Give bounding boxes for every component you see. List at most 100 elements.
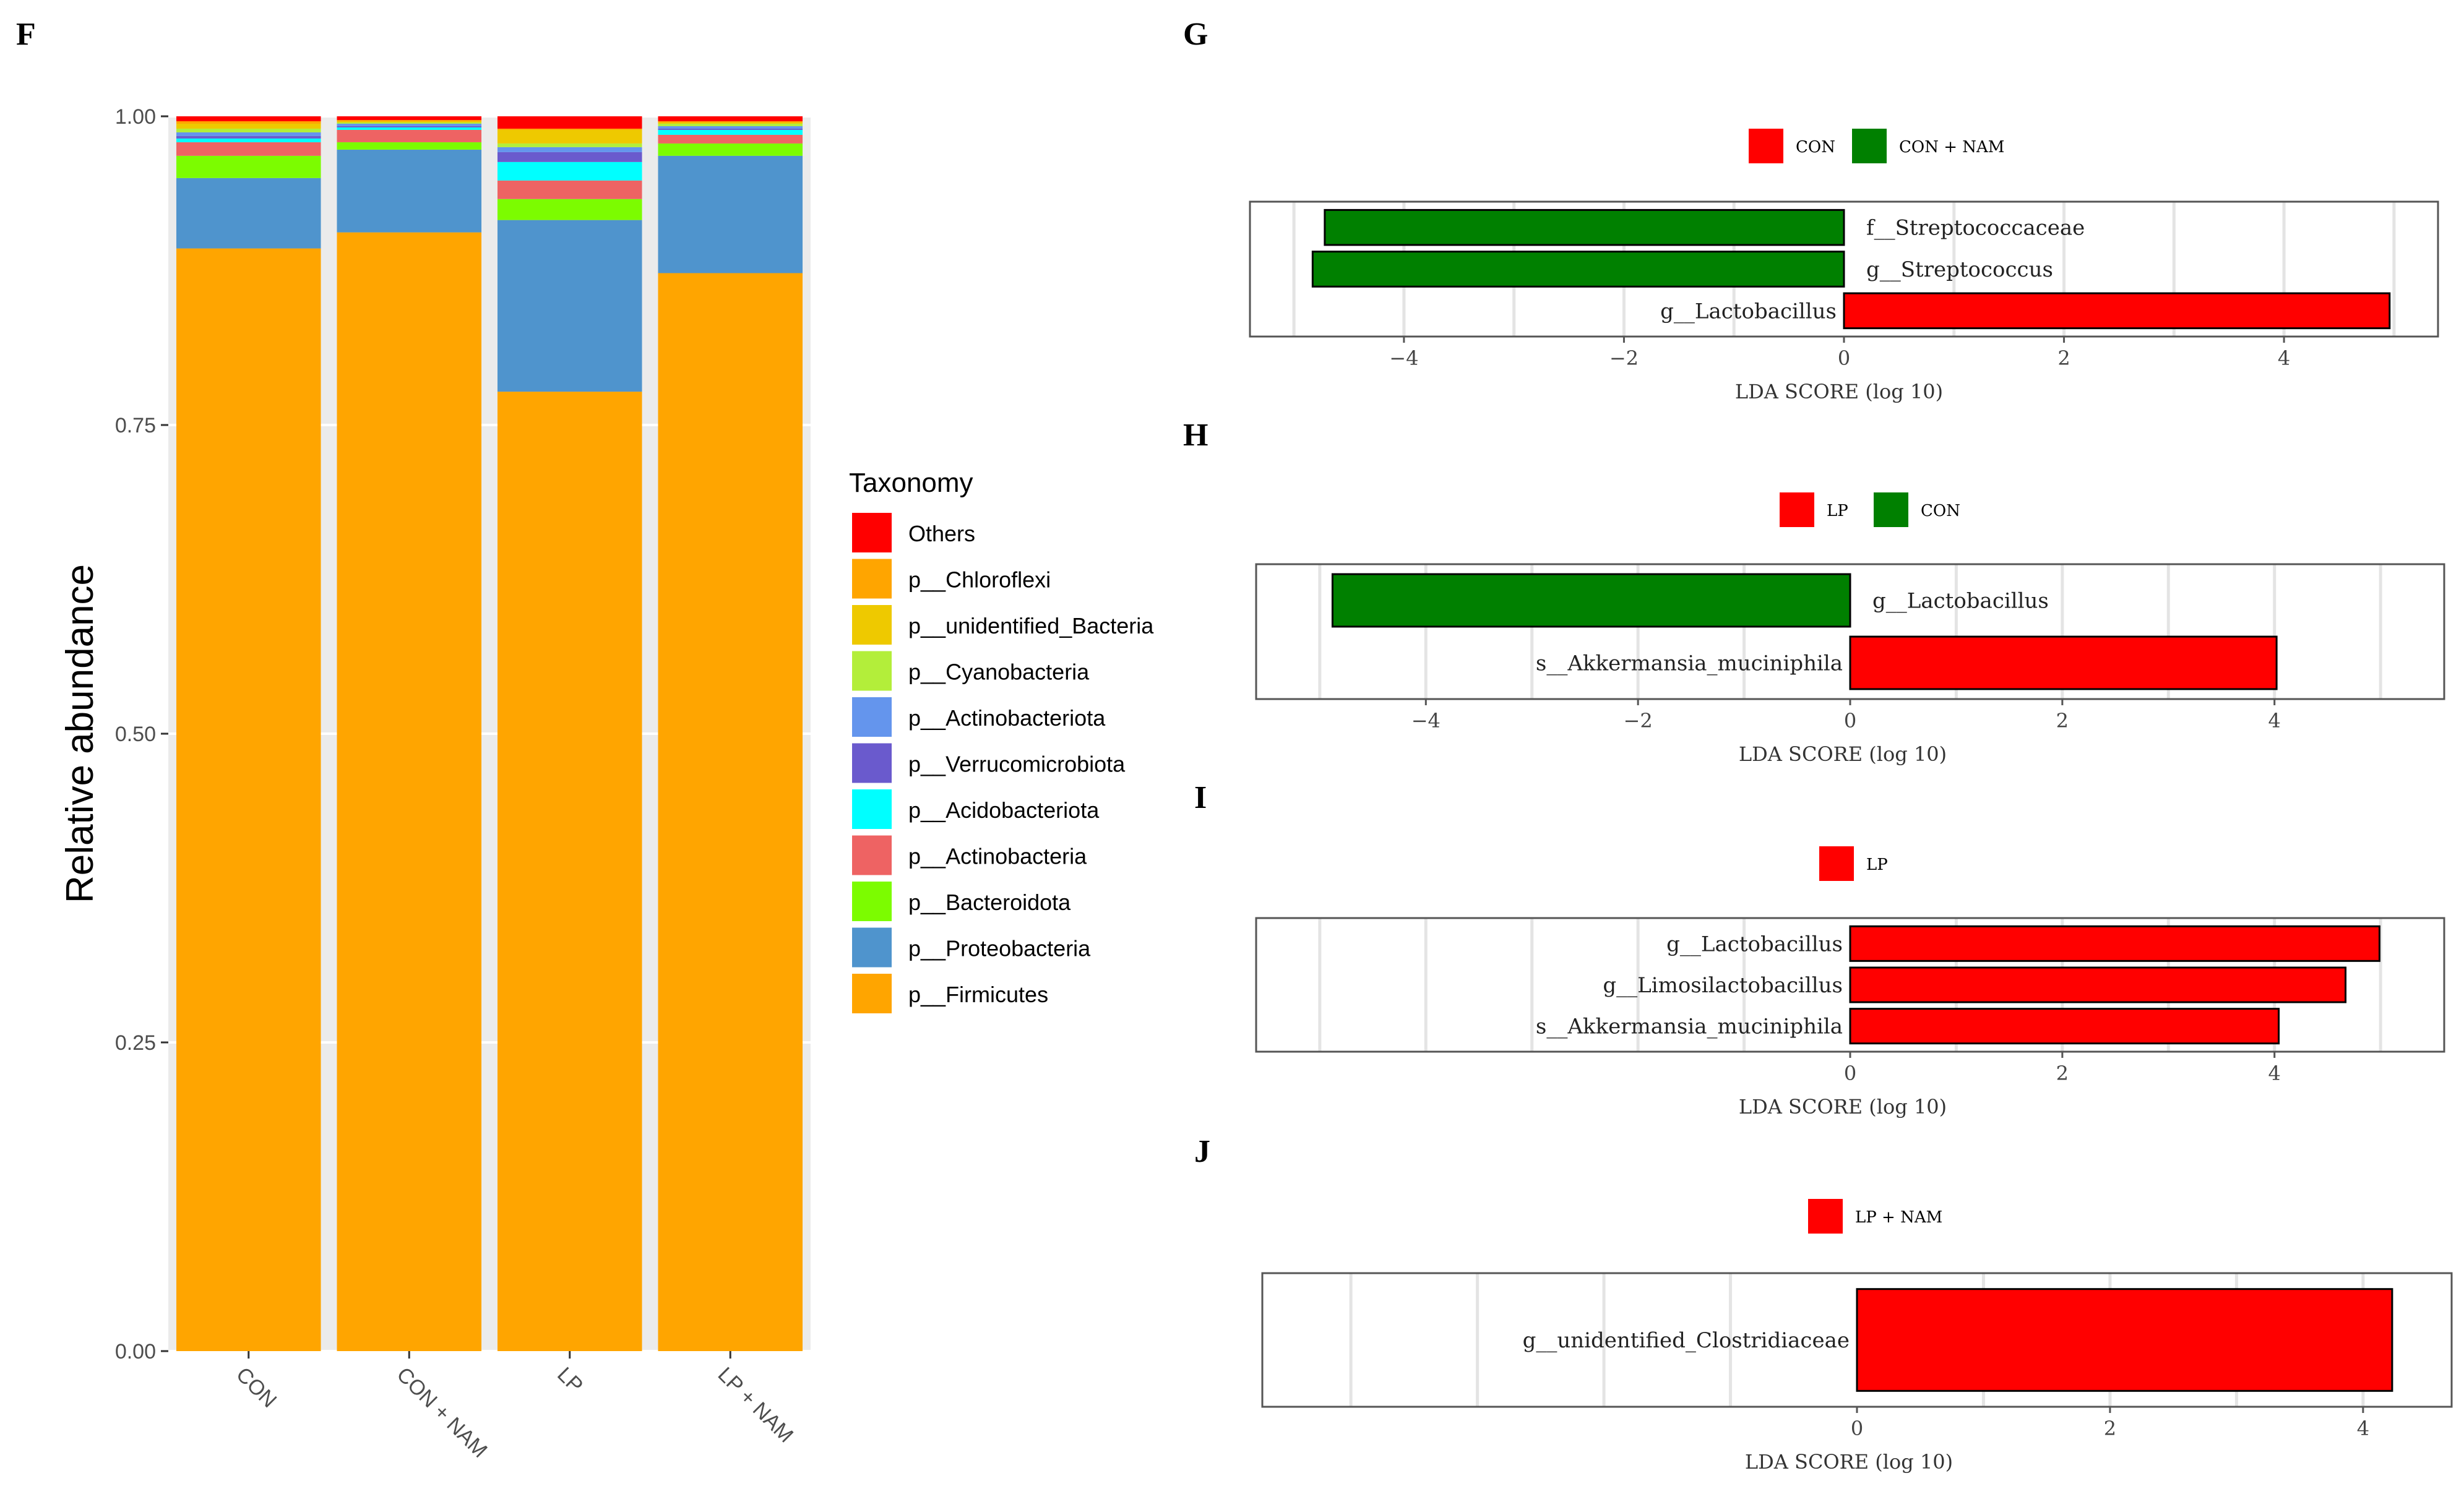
bar-segment bbox=[658, 134, 803, 144]
bar-segment bbox=[497, 392, 642, 1352]
y-tick-label: 0.00 bbox=[115, 1340, 156, 1363]
bar-segment bbox=[658, 143, 803, 156]
bar-segment bbox=[497, 199, 642, 220]
legend-label: p__Firmicutes bbox=[908, 982, 1048, 1007]
panel-letter-h: H bbox=[1183, 418, 1208, 453]
lda-bar bbox=[1324, 208, 1845, 246]
legend-swatch bbox=[1819, 846, 1854, 881]
lda-bar bbox=[1849, 1008, 2280, 1045]
bar-segment bbox=[176, 135, 321, 139]
bar-segment bbox=[497, 128, 642, 130]
legend-label: LP bbox=[1827, 502, 1848, 520]
legend-title: Taxonomy bbox=[849, 468, 973, 498]
legend: Taxonomy Others p__Chloroflexi p__unidenti… bbox=[849, 468, 1154, 1015]
legend-label: Others bbox=[908, 521, 975, 546]
x-axis-label: LDA SCORE (log 10) bbox=[1739, 1095, 1947, 1118]
lda-chart-h: LP CON g__Lactobacillus s__Akkermansia_muci… bbox=[1255, 492, 2445, 766]
x-tick-label: −2 bbox=[1624, 709, 1653, 732]
bar-segment bbox=[176, 121, 321, 124]
legend-label: p__Bacteroidota bbox=[908, 890, 1071, 915]
bar-segment bbox=[337, 121, 482, 122]
bar-segment bbox=[658, 123, 803, 126]
legend-label: p__unidentified_Bacteria bbox=[908, 613, 1154, 638]
legend-label: p__Cyanobacteria bbox=[908, 659, 1090, 685]
bar-segment bbox=[176, 128, 321, 132]
x-tick-label: −4 bbox=[1389, 346, 1418, 370]
bar-segment bbox=[497, 116, 642, 129]
bar-segment bbox=[658, 121, 803, 122]
bar-segment bbox=[176, 116, 321, 121]
bar-segment bbox=[658, 122, 803, 124]
bar-label: g__Limosilactobacillus bbox=[1603, 973, 1843, 998]
legend-label: p__Actinobacteriota bbox=[908, 705, 1106, 731]
legend-label: LP + NAM bbox=[1855, 1208, 1942, 1227]
legend-label: LP bbox=[1866, 856, 1888, 874]
y-tick-label: 1.00 bbox=[115, 105, 156, 129]
x-axis-label: LDA SCORE (log 10) bbox=[1735, 380, 1943, 403]
bar-label: f__Streptococcaceae bbox=[1866, 216, 2085, 241]
bar-segment bbox=[658, 273, 803, 1352]
bar-segment bbox=[337, 122, 482, 124]
x-axis-label: LDA SCORE (log 10) bbox=[1745, 1450, 1953, 1474]
bar-segment bbox=[658, 155, 803, 273]
bar-label: g__Lactobacillus bbox=[1872, 589, 2049, 614]
y-tick-label: 0.25 bbox=[115, 1031, 156, 1055]
legend-swatch bbox=[851, 512, 893, 554]
legend-label: p__Acidobacteriota bbox=[908, 797, 1100, 823]
x-tick-label: 0 bbox=[1844, 709, 1856, 732]
panel-letter-i: I bbox=[1194, 780, 1207, 815]
bar-segment bbox=[497, 180, 642, 199]
y-tick-label: 0.75 bbox=[115, 414, 156, 437]
legend-swatch bbox=[1749, 129, 1783, 163]
lda-bar bbox=[1843, 292, 2391, 330]
bar-segment bbox=[658, 128, 803, 130]
x-tick-label: 2 bbox=[2104, 1417, 2116, 1440]
x-tick-label: 0 bbox=[1851, 1417, 1863, 1440]
legend-label: CON bbox=[1796, 138, 1835, 157]
lda-bar bbox=[1849, 966, 2347, 1003]
legend-swatch bbox=[851, 604, 893, 646]
bar-label: g__Lactobacillus bbox=[1666, 932, 1843, 956]
legend-swatch bbox=[851, 880, 893, 922]
x-tick-label: 2 bbox=[2056, 709, 2069, 732]
bar-segment bbox=[497, 152, 642, 162]
x-tick-label: −2 bbox=[1609, 346, 1639, 370]
bar-segment bbox=[497, 147, 642, 152]
bar-label: s__Akkermansia_muciniphila bbox=[1536, 651, 1843, 676]
legend-swatch bbox=[851, 650, 893, 692]
legend-swatch bbox=[851, 557, 893, 600]
legend-swatch bbox=[1852, 129, 1887, 163]
x-tick-label: 4 bbox=[2268, 709, 2281, 732]
legend-swatch bbox=[851, 926, 893, 969]
panel-letter-g: G bbox=[1183, 17, 1208, 52]
bar-segment bbox=[337, 123, 482, 126]
legend-swatch bbox=[851, 742, 893, 784]
legend-swatch bbox=[851, 696, 893, 738]
legend-swatch bbox=[851, 972, 893, 1015]
x-tick-label: 0 bbox=[1838, 346, 1850, 370]
lda-bar bbox=[1331, 573, 1851, 628]
bar-label: g__unidentified_Clostridiaceae bbox=[1523, 1328, 1850, 1353]
legend-label: p__Verrucomicrobiota bbox=[908, 752, 1126, 777]
bar-segment bbox=[176, 248, 321, 1351]
bar-segment bbox=[176, 132, 321, 136]
stacked-abundance-chart: 0.000.250.500.751.00 CON CON + NAM LP LP + … bbox=[59, 105, 1154, 1462]
x-tick-label: 2 bbox=[2057, 346, 2070, 370]
bar-segment bbox=[497, 143, 642, 147]
x-tick-label: 4 bbox=[2268, 1062, 2281, 1085]
bar-label: s__Akkermansia_muciniphila bbox=[1536, 1015, 1843, 1039]
legend-label: p__Chloroflexi bbox=[908, 567, 1051, 593]
bar-segment bbox=[176, 155, 321, 178]
x-tick-label: 4 bbox=[2278, 346, 2290, 370]
bar-segment bbox=[658, 116, 803, 121]
x-axis-label: LDA SCORE (log 10) bbox=[1739, 742, 1947, 766]
bar-segment bbox=[658, 129, 803, 135]
legend-swatch bbox=[1808, 1199, 1843, 1234]
lda-chart-i: LP g__Lactobacillus g__Limosilactobacillus… bbox=[1255, 846, 2445, 1118]
legend-label: CON bbox=[1921, 502, 1960, 520]
legend-label: CON + NAM bbox=[1899, 138, 2004, 157]
bar-segment bbox=[497, 220, 642, 392]
lda-bar bbox=[1849, 635, 2278, 690]
bar-label: g__Streptococcus bbox=[1866, 257, 2053, 282]
